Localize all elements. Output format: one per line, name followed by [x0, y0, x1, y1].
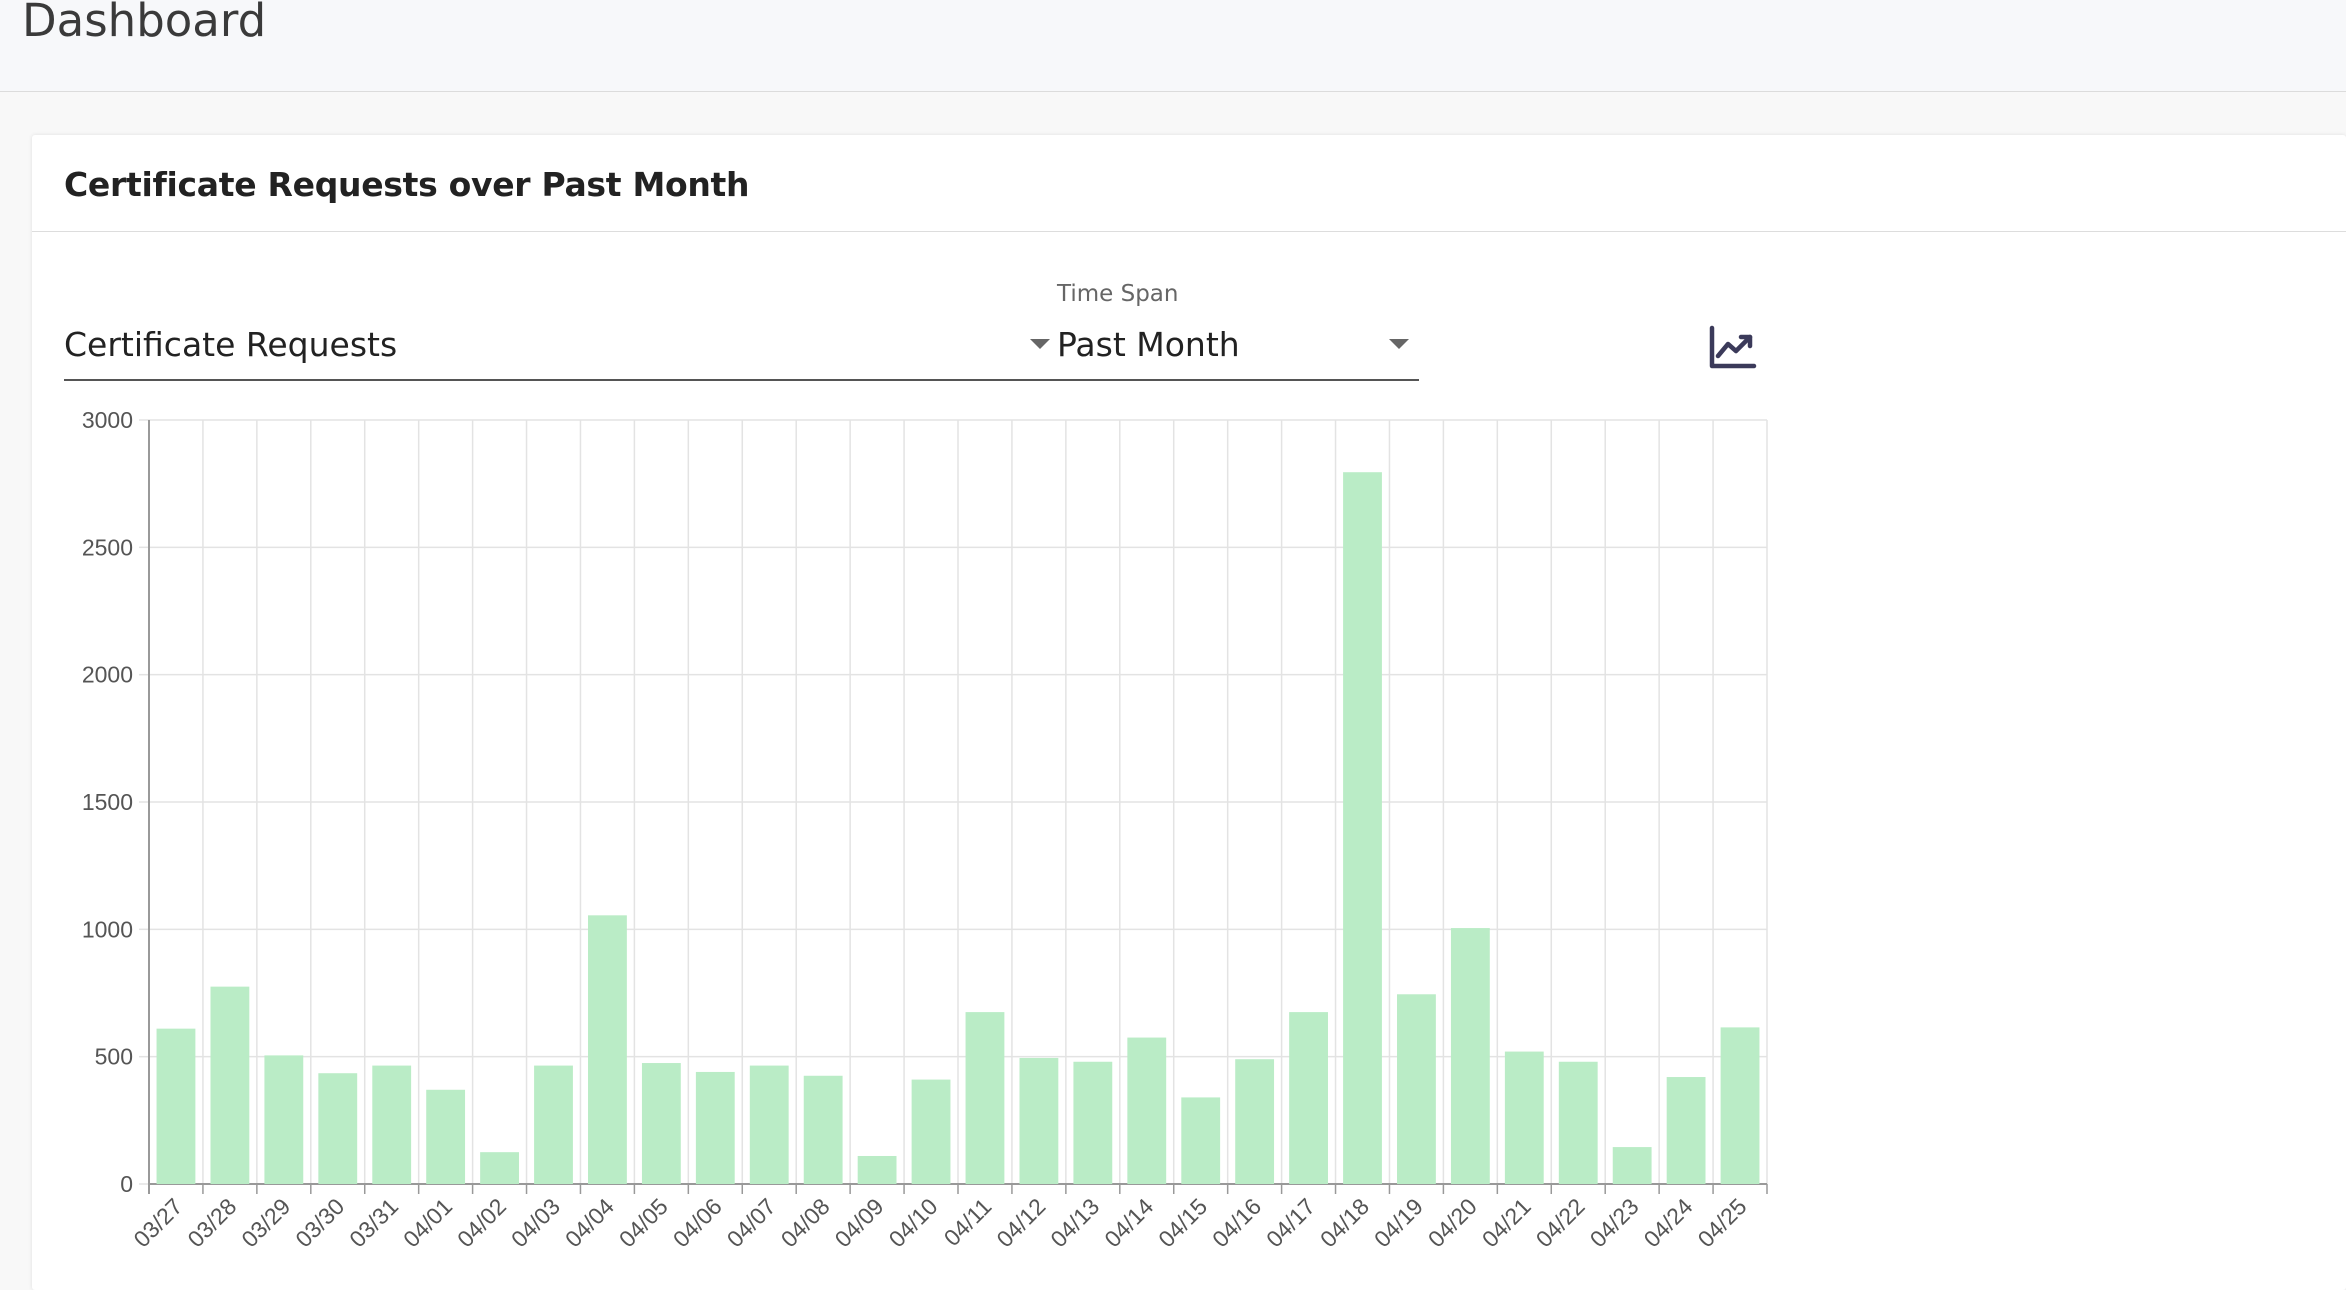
bar-04-01: [426, 1089, 466, 1184]
line-chart-icon[interactable]: [1704, 320, 1760, 376]
metric-select[interactable]: Certificate Requests: [64, 315, 1060, 381]
bar-chart: 05001000150020002500300003/2703/2803/290…: [82, 407, 1768, 1252]
x-tick-label: 04/23: [1585, 1193, 1644, 1252]
x-tick-label: 03/29: [236, 1193, 295, 1252]
x-tick-label: 04/15: [1153, 1193, 1212, 1252]
bar-04-16: [1235, 1059, 1275, 1184]
bar-04-08: [803, 1075, 843, 1184]
x-tick-label: 03/27: [128, 1193, 187, 1252]
bar-03-30: [318, 1073, 358, 1184]
bar-04-11: [965, 1012, 1005, 1184]
bar-04-05: [641, 1063, 681, 1184]
page-header: Dashboard: [0, 0, 2346, 92]
x-tick-label: 04/16: [1207, 1193, 1266, 1252]
timespan-label: Time Span: [1057, 281, 1179, 307]
x-tick-label: 04/03: [506, 1193, 565, 1252]
y-tick-label: 2000: [82, 662, 133, 688]
card-title: Certificate Requests over Past Month: [64, 165, 750, 204]
x-tick-label: 04/04: [560, 1193, 619, 1252]
x-tick-label: 04/05: [614, 1193, 673, 1252]
y-tick-label: 3000: [82, 407, 133, 433]
y-tick-label: 1000: [82, 916, 133, 942]
page-title: Dashboard: [22, 0, 267, 47]
bar-04-12: [1019, 1057, 1059, 1184]
x-tick-label: 04/17: [1261, 1193, 1320, 1252]
bar-04-14: [1127, 1037, 1167, 1184]
x-tick-label: 04/02: [452, 1193, 511, 1252]
x-tick-label: 04/13: [1045, 1193, 1104, 1252]
metric-select-value: Certificate Requests: [64, 325, 398, 364]
chevron-down-icon: [1389, 339, 1409, 349]
x-tick-label: 03/28: [182, 1193, 241, 1252]
bar-04-07: [749, 1065, 789, 1184]
y-tick-label: 0: [120, 1171, 133, 1197]
x-tick-label: 04/11: [939, 1193, 997, 1251]
bar-04-10: [911, 1079, 951, 1184]
bar-04-02: [480, 1152, 519, 1184]
y-tick-label: 2500: [82, 534, 133, 560]
bar-03-29: [264, 1055, 304, 1184]
x-tick-label: 04/14: [1099, 1193, 1158, 1252]
bar-04-25: [1720, 1027, 1760, 1184]
chart-card: Certificate Requests over Past Month Cer…: [32, 135, 2346, 1290]
x-tick-label: 04/10: [883, 1193, 942, 1252]
x-tick-label: 04/21: [1477, 1193, 1536, 1252]
timespan-select[interactable]: Time Span Past Month: [1057, 281, 1419, 381]
bar-04-19: [1397, 994, 1436, 1184]
card-header: Certificate Requests over Past Month: [32, 135, 2346, 232]
bar-04-22: [1558, 1061, 1598, 1184]
bar-04-09: [857, 1155, 897, 1184]
line-chart-icon-svg: [1709, 325, 1757, 369]
x-tick-label: 04/01: [398, 1193, 457, 1252]
x-tick-label: 04/22: [1531, 1193, 1590, 1252]
bar-04-17: [1289, 1012, 1328, 1184]
x-tick-label: 04/09: [830, 1193, 889, 1252]
bar-04-23: [1612, 1147, 1652, 1184]
x-tick-label: 04/20: [1423, 1193, 1482, 1252]
x-tick-label: 04/24: [1639, 1193, 1698, 1252]
x-tick-label: 03/30: [290, 1193, 349, 1252]
x-tick-label: 04/25: [1692, 1193, 1751, 1252]
bar-04-21: [1504, 1051, 1544, 1184]
bar-04-06: [695, 1071, 735, 1184]
chevron-down-icon: [1030, 339, 1050, 349]
bar-04-18: [1343, 472, 1382, 1184]
x-tick-label: 04/07: [722, 1193, 781, 1252]
bar-03-28: [210, 986, 250, 1184]
y-tick-label: 1500: [82, 789, 133, 815]
x-tick-label: 03/31: [344, 1193, 403, 1252]
bar-04-20: [1450, 928, 1490, 1184]
y-tick-label: 500: [95, 1044, 133, 1070]
x-tick-label: 04/12: [991, 1193, 1050, 1252]
bar-03-31: [372, 1065, 412, 1184]
x-tick-label: 04/19: [1369, 1193, 1428, 1252]
x-tick-label: 04/18: [1315, 1193, 1374, 1252]
bar-04-13: [1073, 1061, 1113, 1184]
bar-03-27: [156, 1028, 196, 1184]
bar-04-03: [534, 1065, 573, 1184]
bar-04-24: [1666, 1077, 1706, 1184]
bar-04-15: [1181, 1097, 1221, 1184]
x-tick-label: 04/08: [776, 1193, 835, 1252]
timespan-select-value: Past Month: [1057, 325, 1240, 364]
bar-04-04: [588, 915, 627, 1184]
x-tick-label: 04/06: [668, 1193, 727, 1252]
